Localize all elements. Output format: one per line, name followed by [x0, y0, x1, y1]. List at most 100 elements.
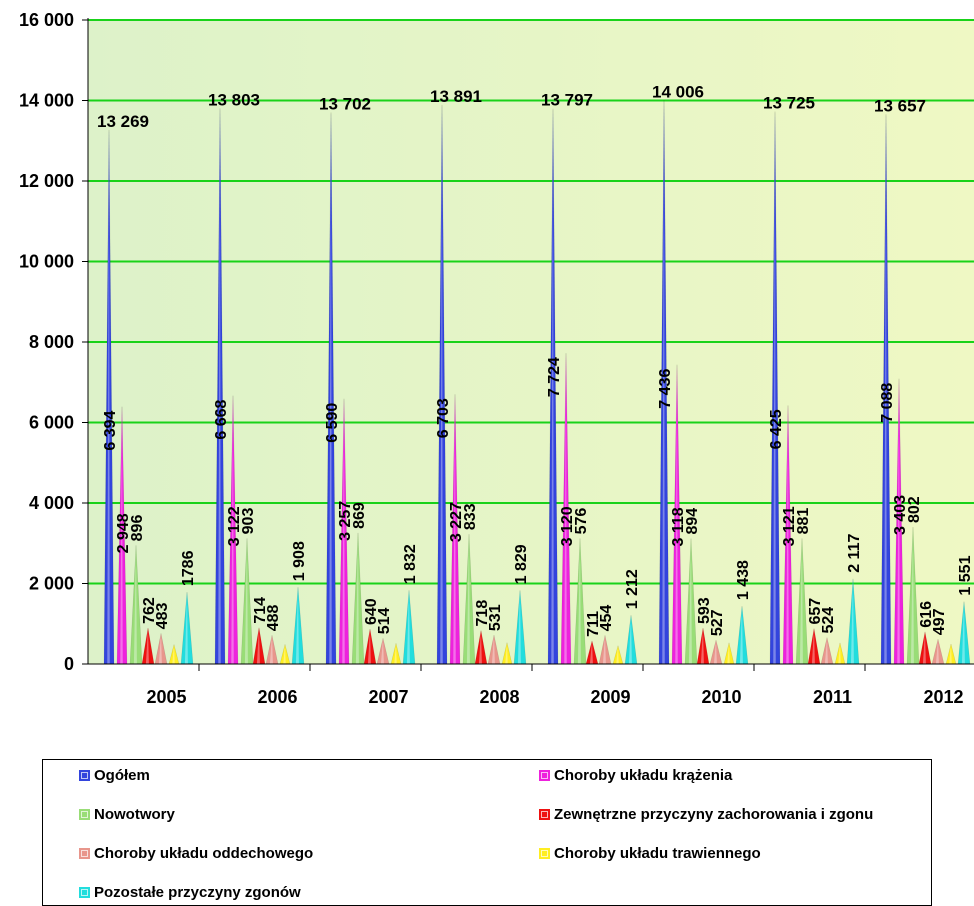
spike-highlight	[910, 527, 914, 664]
spike-highlight	[675, 364, 678, 664]
y-tick-label: 12 000	[19, 171, 74, 191]
series-label-3: 718	[474, 600, 491, 627]
legend-swatch	[539, 848, 550, 859]
legend-label: Nowotwory	[94, 806, 175, 823]
series-label-2: 833	[462, 503, 479, 530]
legend-label: Choroby układu oddechowego	[94, 845, 314, 862]
y-axis: 0 2 000 4 000 6 000 8 000 10 000 12 000 14 000 1…	[19, 10, 89, 674]
spike-highlight	[256, 627, 260, 664]
x-axis: 2005 2006 2007 2008 2009 2010 2011 2012	[88, 663, 974, 707]
legend-label: Zewnętrzne przyczyny zachorowania i zgon…	[554, 806, 874, 823]
spike-highlight	[283, 644, 286, 664]
spike-highlight	[786, 405, 789, 664]
legend-swatch	[79, 770, 90, 781]
spike-highlight	[478, 630, 482, 664]
total-label: 14 006	[652, 82, 704, 101]
spike-highlight	[884, 114, 887, 665]
spike-highlight	[184, 592, 188, 664]
spike-highlight	[662, 100, 665, 665]
spike-highlight	[577, 538, 581, 664]
spike-highlight	[329, 112, 332, 664]
legend-label: Choroby układu krążenia	[554, 767, 733, 784]
legend-label: Choroby układu trawiennego	[554, 845, 761, 862]
legend-item-krazenia: Choroby układu krążenia	[539, 767, 732, 784]
y-tick-label: 10 000	[19, 252, 74, 272]
legend-item-oddechowego: Choroby układu oddechowego	[79, 845, 313, 862]
spike-highlight	[811, 628, 815, 664]
series-label-6: 1 829	[513, 544, 530, 584]
series-label-4: 454	[598, 605, 615, 632]
inner-label: 7 436	[657, 369, 674, 409]
series-label-3: 657	[807, 598, 824, 625]
spike-highlight	[688, 538, 692, 664]
inner-label: 6 703	[435, 398, 452, 438]
spike-highlight	[961, 601, 965, 664]
spike-highlight	[466, 534, 470, 664]
series-label-2: 802	[906, 496, 923, 523]
series-label-4: 524	[820, 607, 837, 634]
y-tick-label: 16 000	[19, 10, 74, 30]
series-label-4: 497	[931, 608, 948, 635]
spike-highlight	[367, 629, 371, 664]
y-tick-label: 8 000	[29, 332, 74, 352]
series-label-6: 1 908	[291, 541, 308, 581]
chart-marks	[103, 100, 971, 665]
series-label-1: 3 122	[226, 506, 243, 546]
series-label-3: 616	[918, 601, 935, 628]
total-label: 13 702	[319, 94, 371, 113]
spike-highlight	[922, 631, 926, 664]
legend-item-pozostale: Pozostałe przyczyny zgonów	[79, 884, 301, 901]
spike-highlight	[505, 642, 508, 664]
spike-highlight	[824, 637, 828, 664]
spike-highlight	[453, 394, 456, 664]
y-tick-label: 2 000	[29, 574, 74, 594]
series-label-4: 483	[154, 603, 171, 630]
series-label-4: 514	[376, 607, 393, 634]
spike-highlight	[491, 635, 495, 664]
x-tick-label: 2012	[923, 687, 963, 707]
series-label-1: 3 120	[559, 506, 576, 546]
series-label-3: 714	[252, 597, 269, 624]
series-label-1: 3 403	[892, 495, 909, 535]
total-label: 13 725	[763, 94, 815, 113]
y-tick-label: 0	[64, 654, 74, 674]
spike-highlight	[133, 545, 137, 664]
spike-highlight	[406, 590, 410, 664]
series-label-2: 894	[684, 508, 701, 535]
spike-highlight	[355, 532, 359, 664]
y-tick-label: 6 000	[29, 413, 74, 433]
legend-swatch	[79, 848, 90, 859]
x-tick-label: 2010	[701, 687, 741, 707]
x-tick-label: 2006	[257, 687, 297, 707]
x-tick-label: 2007	[368, 687, 408, 707]
series-label-2: 903	[240, 508, 257, 535]
spike-highlight	[727, 642, 730, 664]
spike-highlight	[564, 353, 567, 664]
chart-legend: Ogółem Choroby układu krążenia Nowotwory…	[42, 759, 932, 906]
series-label-6: 1 212	[624, 569, 641, 609]
series-label-6: 1 551	[957, 555, 974, 595]
series-label-1: 3 118	[670, 507, 687, 546]
legend-label: Pozostałe przyczyny zgonów	[94, 884, 301, 901]
inner-label: 7 724	[546, 357, 563, 397]
inner-label: 7 088	[879, 383, 896, 423]
legend-item-nowotwory: Nowotwory	[79, 806, 175, 823]
inner-label: 6 668	[213, 399, 230, 439]
legend-swatch	[539, 770, 550, 781]
spike-highlight	[269, 635, 273, 664]
spike-highlight	[897, 378, 900, 664]
spike-highlight	[773, 111, 776, 665]
spike-highlight	[244, 538, 248, 664]
spike-highlight	[616, 645, 619, 664]
legend-item-zewnetrzne: Zewnętrzne przyczyny zachorowania i zgon…	[539, 806, 873, 823]
series-label-2: 576	[573, 508, 590, 535]
spike-highlight	[949, 643, 952, 664]
legend-swatch	[79, 887, 90, 898]
series-label-3: 593	[696, 597, 713, 624]
spike-highlight	[517, 590, 521, 664]
series-label-4: 488	[265, 604, 282, 631]
series-label-2: 896	[129, 515, 146, 542]
spike-highlight	[120, 406, 123, 664]
spike-highlight	[838, 642, 841, 664]
total-label: 13 803	[208, 90, 260, 109]
